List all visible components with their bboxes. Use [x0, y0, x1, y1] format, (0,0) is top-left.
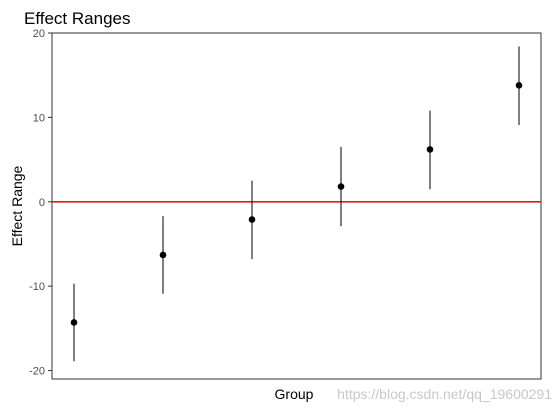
watermark: https://blog.csdn.net/qq_19600291: [337, 386, 552, 402]
plot-panel: [51, 32, 542, 380]
y-tick-label: -20: [29, 366, 45, 378]
y-axis: 20 10 0 -10 -20: [29, 28, 52, 378]
data-point: [248, 216, 256, 223]
data-point: [337, 183, 345, 190]
data-point: [70, 319, 78, 326]
y-tick-label: -10: [29, 281, 45, 293]
data-point: [159, 251, 167, 259]
y-tick-label: 0: [39, 197, 45, 209]
data-point: [426, 146, 434, 153]
data-marks: [70, 46, 523, 362]
chart-title: Effect Ranges: [24, 9, 130, 28]
y-tick-label: 10: [33, 112, 45, 124]
x-axis-title: Group: [275, 386, 314, 402]
y-axis-title: Effect Range: [9, 165, 25, 246]
data-point: [515, 82, 523, 89]
y-tick-label: 20: [33, 28, 45, 40]
